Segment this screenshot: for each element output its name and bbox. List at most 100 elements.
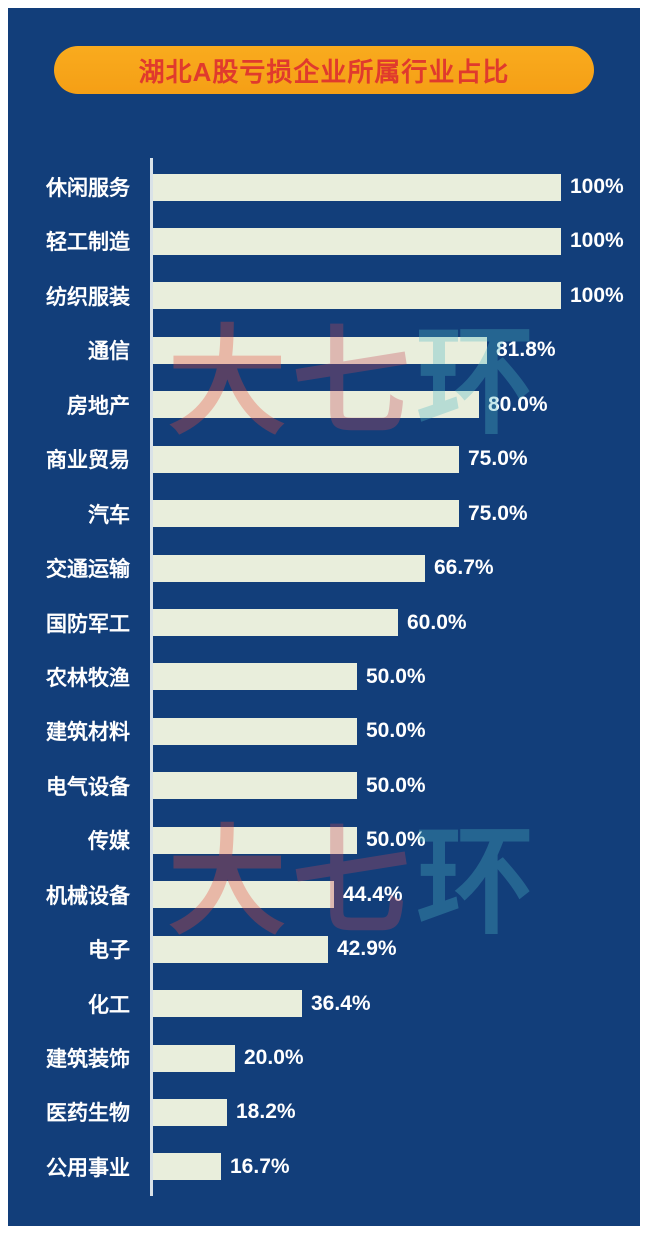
chart-row: 建筑材料 50.0% xyxy=(8,706,640,756)
bar xyxy=(153,881,334,909)
bar-area: 60.0% xyxy=(142,609,640,636)
value-label: 60.0% xyxy=(407,610,467,634)
bar xyxy=(153,663,357,691)
value-label: 81.8% xyxy=(496,338,556,362)
category-label: 纺织服装 xyxy=(46,285,130,309)
chart-row: 轻工制造 100% xyxy=(8,216,640,266)
bar-area: 50.0% xyxy=(142,826,640,854)
category-label: 机械设备 xyxy=(46,884,130,908)
bar xyxy=(153,717,357,745)
category-label: 建筑材料 xyxy=(46,721,130,745)
value-label: 100% xyxy=(570,229,624,253)
category-label: 公用事业 xyxy=(46,1156,130,1180)
category-label: 传媒 xyxy=(88,830,130,854)
bar xyxy=(153,227,561,255)
bar-area: 20.0% xyxy=(142,1044,640,1072)
bar-area: 100% xyxy=(142,282,640,310)
bar-area: 100% xyxy=(142,227,640,255)
category-label: 电子 xyxy=(88,939,130,963)
category-label: 医药生物 xyxy=(46,1102,130,1126)
value-label: 50.0% xyxy=(366,773,426,797)
value-label: 20.0% xyxy=(244,1046,304,1069)
chart-row: 纺织服装 100% xyxy=(8,271,640,321)
bar-area: 42.9% xyxy=(142,935,640,963)
bar xyxy=(153,445,459,473)
y-axis-line xyxy=(150,158,153,1196)
bar-area: 75.0% xyxy=(142,500,640,528)
chart-row: 国防军工 60.0% xyxy=(8,598,640,648)
chart-row: 建筑装饰 20.0% xyxy=(8,1033,640,1083)
chart-row: 农林牧渔 50.0% xyxy=(8,652,640,702)
bar-area: 50.0% xyxy=(142,717,640,745)
bar-area: 36.4% xyxy=(142,990,640,1018)
category-label: 汽车 xyxy=(88,503,130,527)
chart-row: 传媒 50.0% xyxy=(8,815,640,865)
value-label: 50.0% xyxy=(366,828,426,852)
category-label: 国防军工 xyxy=(46,612,130,636)
bar xyxy=(153,772,357,800)
value-label: 100% xyxy=(570,175,624,198)
category-label: 农林牧渔 xyxy=(46,666,130,690)
chart-row: 化工 36.4% xyxy=(8,979,640,1029)
bar-area: 81.8% xyxy=(142,336,640,364)
bar-area: 18.2% xyxy=(142,1098,640,1126)
bar xyxy=(153,173,561,201)
chart-title-pill: 湖北A股亏损企业所属行业占比 xyxy=(54,46,594,94)
bar xyxy=(153,935,328,963)
chart-row: 医药生物 18.2% xyxy=(8,1087,640,1137)
value-label: 75.0% xyxy=(468,447,528,471)
category-label: 化工 xyxy=(88,993,130,1017)
chart-row: 机械设备 44.4% xyxy=(8,870,640,920)
bar-area: 16.7% xyxy=(142,1153,640,1181)
bar xyxy=(153,391,479,419)
bar-chart: 休闲服务 100% 轻工制造 100% 纺织服装 100% 通信 81.8% 房… xyxy=(8,158,640,1196)
chart-row: 交通运输 66.7% xyxy=(8,543,640,593)
category-label: 商业贸易 xyxy=(46,449,130,473)
chart-row: 公用事业 16.7% xyxy=(8,1142,640,1192)
bar-area: 50.0% xyxy=(142,663,640,691)
chart-title: 湖北A股亏损企业所属行业占比 xyxy=(138,56,510,87)
chart-row: 汽车 75.0% xyxy=(8,489,640,539)
value-label: 36.4% xyxy=(311,991,371,1015)
chart-row: 电子 42.9% xyxy=(8,924,640,974)
bar-area: 100% xyxy=(142,173,640,201)
bar-area: 80.0% xyxy=(142,391,640,419)
value-label: 50.0% xyxy=(366,719,426,743)
chart-canvas: 湖北A股亏损企业所属行业占比 休闲服务 100% 轻工制造 100% 纺织服装 … xyxy=(8,8,640,1226)
category-label: 通信 xyxy=(88,340,130,364)
bar xyxy=(153,1153,221,1181)
chart-row: 休闲服务 100% xyxy=(8,162,640,212)
bar xyxy=(153,500,459,528)
bar xyxy=(153,609,398,636)
value-label: 18.2% xyxy=(236,1100,296,1124)
value-label: 66.7% xyxy=(434,556,494,580)
category-label: 轻工制造 xyxy=(46,231,130,255)
bar xyxy=(153,336,487,364)
bar xyxy=(153,1098,227,1126)
chart-row: 商业贸易 75.0% xyxy=(8,434,640,484)
value-label: 42.9% xyxy=(337,937,397,961)
bar-area: 75.0% xyxy=(142,445,640,473)
chart-row: 房地产 80.0% xyxy=(8,380,640,430)
value-label: 75.0% xyxy=(468,501,528,525)
value-label: 50.0% xyxy=(366,664,426,688)
bar xyxy=(153,1044,235,1072)
chart-row: 通信 81.8% xyxy=(8,325,640,375)
bar xyxy=(153,282,561,310)
category-label: 电气设备 xyxy=(46,775,130,799)
bar-area: 66.7% xyxy=(142,554,640,582)
bar xyxy=(153,990,302,1018)
chart-rows: 休闲服务 100% 轻工制造 100% 纺织服装 100% 通信 81.8% 房… xyxy=(8,162,640,1192)
value-label: 16.7% xyxy=(230,1154,290,1178)
category-label: 房地产 xyxy=(67,394,130,418)
category-label: 建筑装饰 xyxy=(46,1048,130,1071)
category-label: 交通运输 xyxy=(46,558,130,582)
value-label: 100% xyxy=(570,283,624,307)
category-label: 休闲服务 xyxy=(46,177,130,200)
value-label: 80.0% xyxy=(488,392,548,416)
bar xyxy=(153,554,425,582)
bar xyxy=(153,826,357,854)
bar-area: 50.0% xyxy=(142,772,640,800)
bar-area: 44.4% xyxy=(142,881,640,909)
